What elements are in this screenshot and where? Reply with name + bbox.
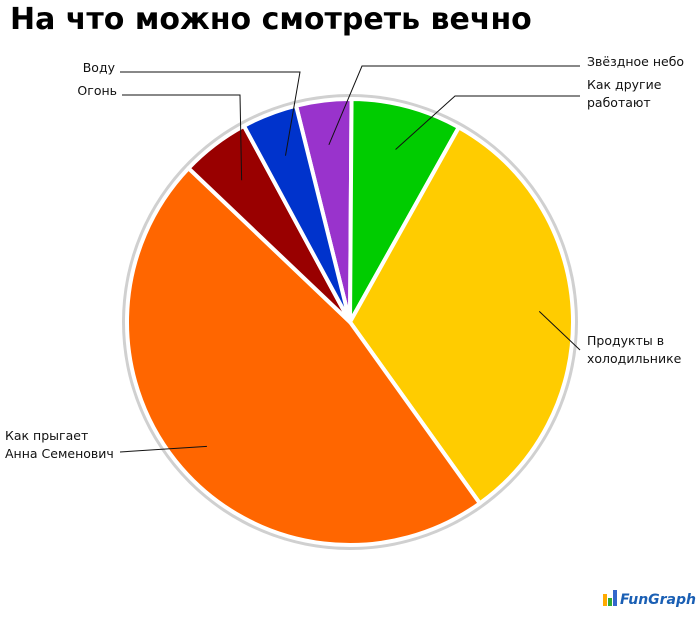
- slice-label: Как другие работают: [587, 77, 662, 110]
- pie-slice: [348, 125, 575, 506]
- slice-label: Как прыгает Анна Семенович: [5, 428, 114, 461]
- slice-label: Воду: [83, 60, 116, 75]
- leader-line: [119, 445, 207, 453]
- leader-line: [538, 311, 581, 351]
- chart-title: На что можно смотреть вечно: [10, 2, 532, 37]
- slice-label: Продукты в холодильнике: [587, 333, 682, 366]
- watermark: FunGraph: [620, 592, 696, 608]
- leader-line: [328, 65, 580, 146]
- logo-bar: [603, 594, 607, 606]
- pie-slice: [125, 166, 482, 547]
- pie-slice: [241, 103, 352, 324]
- logo-bar: [608, 598, 612, 606]
- leader-line: [122, 94, 243, 181]
- logo-bar: [613, 590, 617, 606]
- slice-label: Звёздное небо: [587, 54, 684, 69]
- leader-line: [395, 95, 580, 150]
- slice-label: Огонь: [77, 83, 117, 98]
- pie-slice: [348, 97, 461, 324]
- leader-line: [120, 71, 301, 156]
